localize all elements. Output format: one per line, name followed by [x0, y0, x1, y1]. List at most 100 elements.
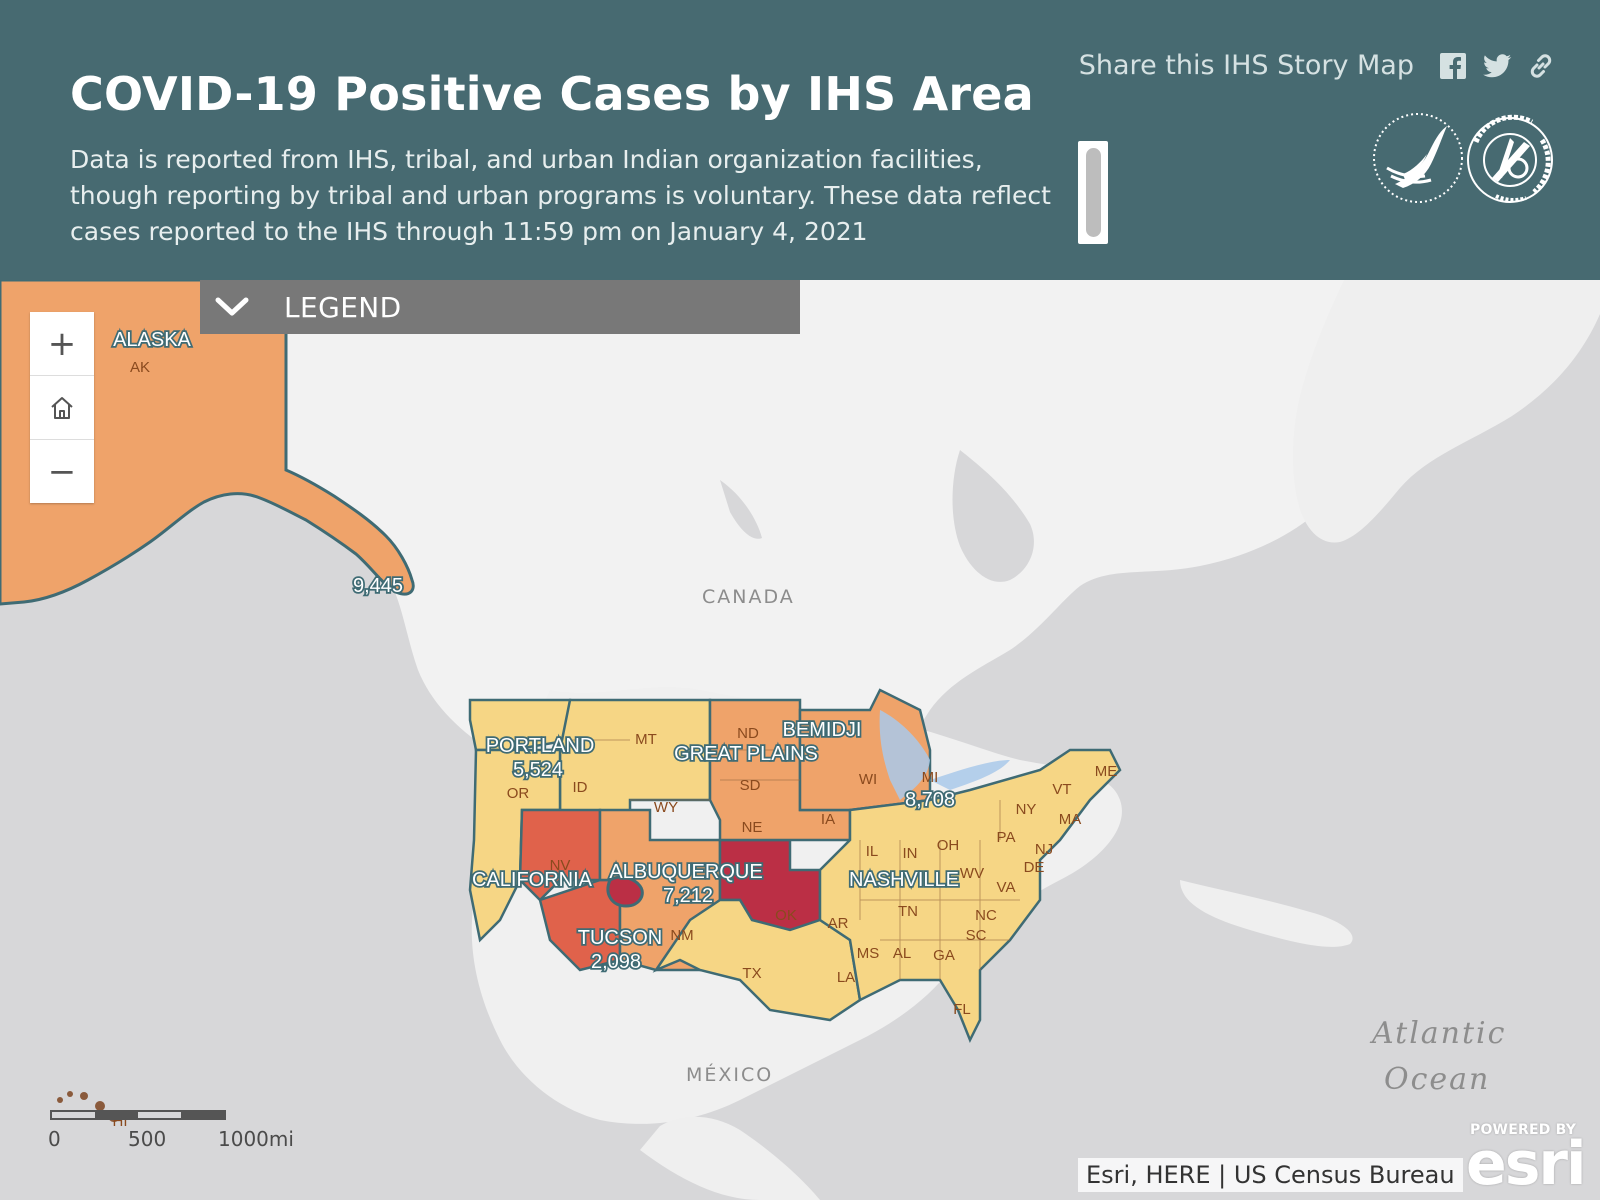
zoom-in-button[interactable]: +: [30, 312, 94, 376]
state-label-nj: NJ: [1035, 841, 1053, 858]
map-attribution: Esri, HERE | US Census Bureau: [1078, 1158, 1463, 1192]
case-count-portland: 5,524: [513, 759, 563, 781]
state-labels: AK OR ID MT WY NV NM TX OK ND SD NE IA W…: [113, 359, 1118, 1130]
state-label-de: DE: [1024, 859, 1045, 876]
great-lakes: [879, 710, 930, 800]
navajo-area[interactable]: [606, 875, 644, 908]
area-label-nashville: NASHVILLE: [849, 869, 959, 891]
area-label-albuquerque: ALBUQUERQUE: [609, 861, 762, 883]
country-label-mexico: MÉXICO: [686, 1064, 774, 1086]
greenland-landmass: [1080, 280, 1600, 543]
canada-landmass: [0, 280, 1600, 833]
state-label-tx: TX: [742, 965, 761, 982]
subtitle-scrollbar[interactable]: [1078, 141, 1108, 244]
area-label-tucson: TUCSON: [578, 927, 662, 949]
hhs-seal-icon: [1373, 113, 1463, 203]
scale-bar: 0 500 1000mi: [48, 1110, 308, 1151]
chevron-down-icon: [215, 297, 249, 316]
share-bar: Share this IHS Story Map: [1079, 50, 1556, 82]
state-label-mi: MI: [922, 769, 939, 786]
state-label-ia: IA: [821, 811, 835, 828]
state-label-me: ME: [1095, 763, 1118, 780]
state-label-pa: PA: [997, 829, 1016, 846]
area-label-great-plains: GREAT PLAINS: [674, 743, 818, 765]
alaska-area[interactable]: [0, 280, 415, 606]
map-view[interactable]: AK OR ID MT WY NV NM TX OK ND SD NE IA W…: [0, 280, 1600, 1200]
home-icon: [51, 396, 73, 419]
state-label-ok: OK: [775, 907, 797, 924]
case-count-bemidji: 8,708: [905, 789, 955, 811]
case-count-alaska: 9,445: [353, 575, 403, 597]
lake-erie: [930, 760, 1010, 790]
state-label-ga: GA: [933, 947, 955, 964]
page-title: COVID-19 Positive Cases by IHS Area: [70, 67, 1034, 121]
state-label-nm: NM: [670, 927, 693, 944]
state-label-nd: ND: [737, 725, 759, 742]
state-label-mt: MT: [635, 731, 657, 748]
state-label-id: ID: [573, 779, 588, 796]
legend-toggle[interactable]: LEGEND: [200, 280, 800, 334]
scale-label-1000: 1000mi: [218, 1127, 294, 1151]
state-label-nc: NC: [975, 907, 997, 924]
state-label-ak: AK: [130, 359, 150, 376]
state-label-tn: TN: [898, 903, 918, 920]
case-count-tucson: 2,098: [591, 951, 641, 973]
hudson-bay: [952, 450, 1034, 582]
state-label-il: IL: [866, 843, 879, 860]
mexico-landmass: [640, 1116, 820, 1200]
country-label-canada: CANADA: [702, 586, 795, 608]
texas-area[interactable]: [652, 898, 862, 1022]
ocean-label-line2: Ocean: [1384, 1062, 1491, 1097]
state-boundaries: [570, 739, 1020, 980]
state-label-va: VA: [997, 879, 1016, 896]
state-label-oh: OH: [937, 837, 960, 854]
state-label-ny: NY: [1016, 801, 1037, 818]
page-subtitle: Data is reported from IHS, tribal, and u…: [70, 145, 1051, 246]
nashville-area[interactable]: [818, 748, 1122, 1044]
ihs-seal-icon: [1467, 114, 1553, 203]
scale-label-500: 500: [128, 1127, 167, 1151]
state-label-wy: WY: [654, 799, 678, 816]
esri-powered-by: POWERED BY: [1470, 1122, 1577, 1138]
facebook-icon[interactable]: [1438, 51, 1468, 81]
state-label-ma: MA: [1059, 811, 1082, 828]
state-label-sc: SC: [966, 927, 987, 944]
caribbean-islands: [1180, 880, 1353, 947]
link-icon[interactable]: [1526, 51, 1556, 81]
area-label-california: CALIFORNIA: [472, 869, 593, 891]
share-label: Share this IHS Story Map: [1078, 50, 1414, 81]
hudson-strait: [720, 480, 762, 539]
area-label-bemidji: BEMIDJI: [783, 719, 862, 741]
home-button[interactable]: [30, 376, 94, 440]
state-label-vt: VT: [1052, 781, 1071, 798]
area-label-portland: PORTLAND: [486, 735, 595, 757]
state-label-nv: NV: [550, 857, 571, 874]
state-label-ar: AR: [828, 915, 849, 932]
state-label-wi: WI: [859, 771, 877, 788]
state-label-ms: MS: [857, 945, 880, 962]
state-label-in: IN: [903, 845, 918, 862]
zoom-controls: + −: [30, 312, 94, 503]
state-label-ne: NE: [742, 819, 763, 836]
ocean-label-line1: Atlantic: [1372, 1016, 1507, 1051]
state-label-or: OR: [507, 785, 530, 802]
scale-bar-graphic: [50, 1110, 226, 1120]
map-canvas[interactable]: AK OR ID MT WY NV NM TX OK ND SD NE IA W…: [0, 280, 1600, 1200]
state-label-al: AL: [893, 945, 911, 962]
minus-icon: −: [47, 451, 77, 492]
twitter-icon[interactable]: [1482, 51, 1512, 81]
area-label-alaska: ALASKA: [113, 329, 191, 351]
california-area[interactable]: [468, 748, 562, 943]
header: COVID-19 Positive Cases by IHS Area Data…: [0, 0, 1600, 280]
state-label-fl: FL: [953, 1001, 971, 1018]
case-count-albuquerque: 7,212: [663, 885, 713, 907]
scrollbar-thumb[interactable]: [1086, 148, 1101, 237]
esri-logo[interactable]: POWERED BY esri: [1466, 1122, 1590, 1194]
esri-brand: esri: [1466, 1129, 1587, 1199]
zoom-out-button[interactable]: −: [30, 440, 94, 503]
area-labels: ALASKA 9,445 PORTLAND 5,524 CALIFORNIA A…: [111, 327, 960, 975]
state-label-wv: WV: [960, 865, 984, 882]
state-label-la: LA: [837, 969, 855, 986]
scale-label-0: 0: [48, 1127, 61, 1151]
